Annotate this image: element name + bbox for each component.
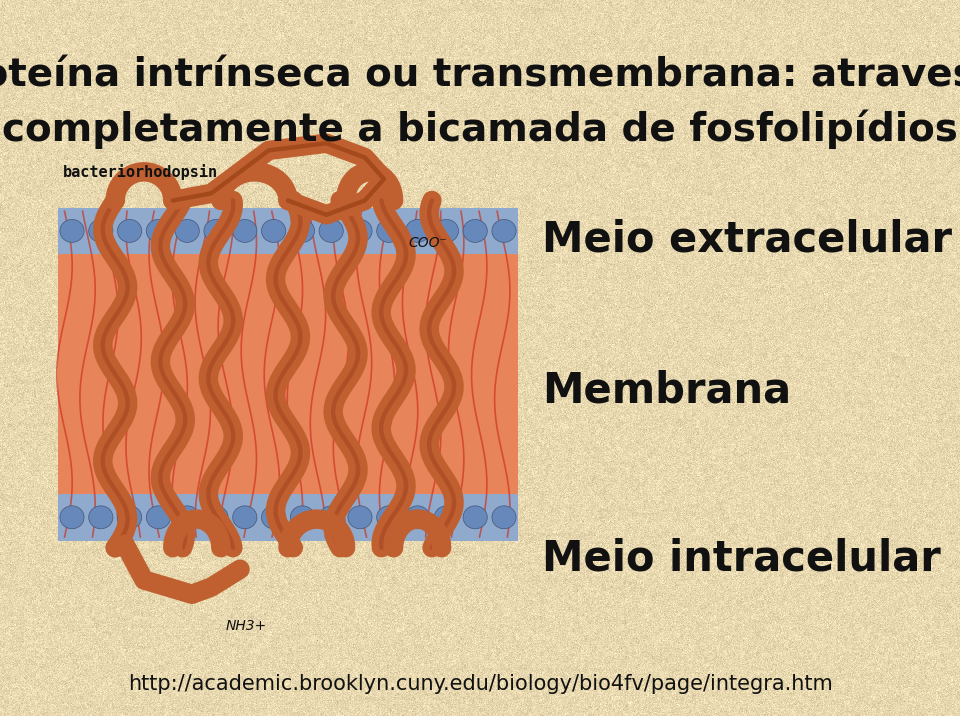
Ellipse shape — [434, 219, 459, 242]
Ellipse shape — [290, 219, 315, 242]
Ellipse shape — [463, 506, 488, 528]
Ellipse shape — [434, 506, 459, 528]
Ellipse shape — [88, 219, 113, 242]
Bar — [58, 208, 518, 541]
Ellipse shape — [204, 219, 228, 242]
Text: Membrana: Membrana — [542, 369, 792, 411]
Ellipse shape — [376, 219, 401, 242]
Ellipse shape — [117, 506, 142, 528]
Ellipse shape — [88, 506, 113, 528]
Ellipse shape — [348, 219, 372, 242]
Ellipse shape — [204, 506, 228, 528]
Ellipse shape — [60, 219, 84, 242]
Text: completamente a bicamada de fosfolipídios: completamente a bicamada de fosfolipídio… — [2, 109, 958, 149]
Ellipse shape — [117, 219, 142, 242]
Text: COO⁻: COO⁻ — [408, 236, 446, 251]
Ellipse shape — [405, 219, 430, 242]
Bar — [58, 208, 518, 254]
Ellipse shape — [175, 219, 200, 242]
Ellipse shape — [261, 219, 286, 242]
Ellipse shape — [232, 219, 257, 242]
Text: NH3+: NH3+ — [226, 619, 267, 634]
Ellipse shape — [463, 219, 488, 242]
Ellipse shape — [319, 506, 344, 528]
Ellipse shape — [146, 506, 171, 528]
Ellipse shape — [175, 506, 200, 528]
Text: Proteína intrínseca ou transmembrana: atravessa: Proteína intrínseca ou transmembrana: at… — [0, 56, 960, 95]
Text: Meio extracelular: Meio extracelular — [542, 219, 952, 261]
Text: http://academic.brooklyn.cuny.edu/biology/bio4fv/page/integra.htm: http://academic.brooklyn.cuny.edu/biolog… — [128, 674, 832, 694]
Ellipse shape — [319, 219, 344, 242]
Ellipse shape — [405, 506, 430, 528]
Ellipse shape — [348, 506, 372, 528]
Ellipse shape — [492, 506, 516, 528]
Ellipse shape — [376, 506, 401, 528]
Ellipse shape — [290, 506, 315, 528]
Text: bacteriorhodopsin: bacteriorhodopsin — [62, 164, 218, 180]
Bar — [58, 494, 518, 541]
Ellipse shape — [492, 219, 516, 242]
Ellipse shape — [146, 219, 171, 242]
Ellipse shape — [261, 506, 286, 528]
Ellipse shape — [232, 506, 257, 528]
Ellipse shape — [60, 506, 84, 528]
Text: Meio intracelular: Meio intracelular — [542, 538, 941, 579]
